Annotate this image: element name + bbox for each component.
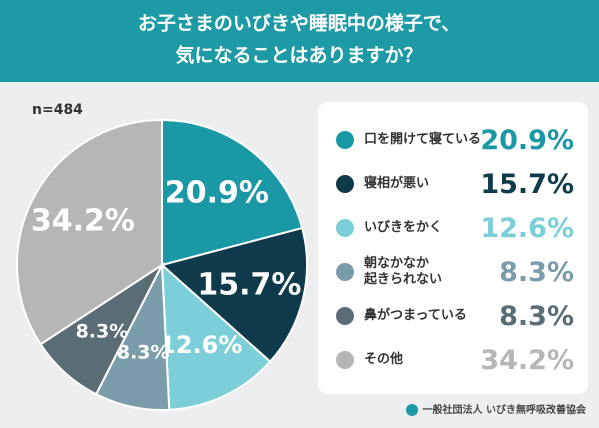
chart-title: 気になることはありますか？ — [175, 44, 422, 67]
header-band — [0, 0, 599, 82]
chart-title: お子さまのいびきや睡眠中の様子で、 — [138, 12, 460, 35]
slice-label: 20.9% — [165, 175, 269, 210]
legend-value: 8.3% — [499, 300, 574, 332]
legend-item: いびきをかく 12.6% — [318, 208, 588, 248]
slice-label: 34.2% — [31, 204, 135, 239]
sample-size: n=484 — [32, 102, 83, 118]
legend-value: 34.2% — [480, 344, 574, 376]
legend-item: 鼻がつまっている 8.3% — [318, 296, 588, 336]
pie-slice — [16, 118, 163, 346]
pie-slice — [159, 226, 308, 363]
legend-label: いびきをかく — [364, 219, 443, 235]
pie-slice — [160, 262, 272, 411]
legend-label: その他 — [364, 351, 404, 367]
legend-item: その他 34.2% — [318, 340, 588, 380]
legend-label: 口を開けて寝ている — [364, 131, 482, 147]
source: 一般社団法人 いびき無呼吸改善協会 — [423, 403, 586, 416]
legend-value: 15.7% — [480, 168, 574, 200]
legend-label: 朝なかなか 起きられない — [364, 255, 443, 287]
legend-swatch — [336, 131, 354, 149]
legend-swatch — [336, 263, 354, 281]
legend-item: 朝なかなか 起きられない 8.3% — [318, 252, 588, 292]
slice-label: 15.7% — [197, 267, 301, 302]
source-icon — [406, 404, 418, 416]
legend-item: 寝相が悪い 15.7% — [318, 164, 588, 204]
legend-swatch — [336, 219, 354, 237]
legend-value: 12.6% — [480, 212, 574, 244]
legend-swatch — [336, 351, 354, 369]
legend-label: 寝相が悪い — [364, 175, 430, 191]
slice-label: 8.3% — [76, 320, 129, 342]
legend-label: 鼻がつまっている — [364, 307, 467, 323]
legend-swatch — [336, 307, 354, 325]
legend-item: 口を開けて寝ている 20.9% — [318, 120, 588, 160]
slice-label: 8.3% — [117, 341, 170, 363]
legend: 口を開けて寝ている 20.9% 寝相が悪い 15.7% いびきをかく 12.6% 朝なかなか… — [318, 102, 588, 394]
legend-swatch — [336, 175, 354, 193]
pie-slice — [161, 118, 304, 267]
slice-label: 12.6% — [159, 331, 242, 359]
legend-value: 8.3% — [499, 256, 574, 288]
legend-value: 20.9% — [480, 124, 574, 156]
